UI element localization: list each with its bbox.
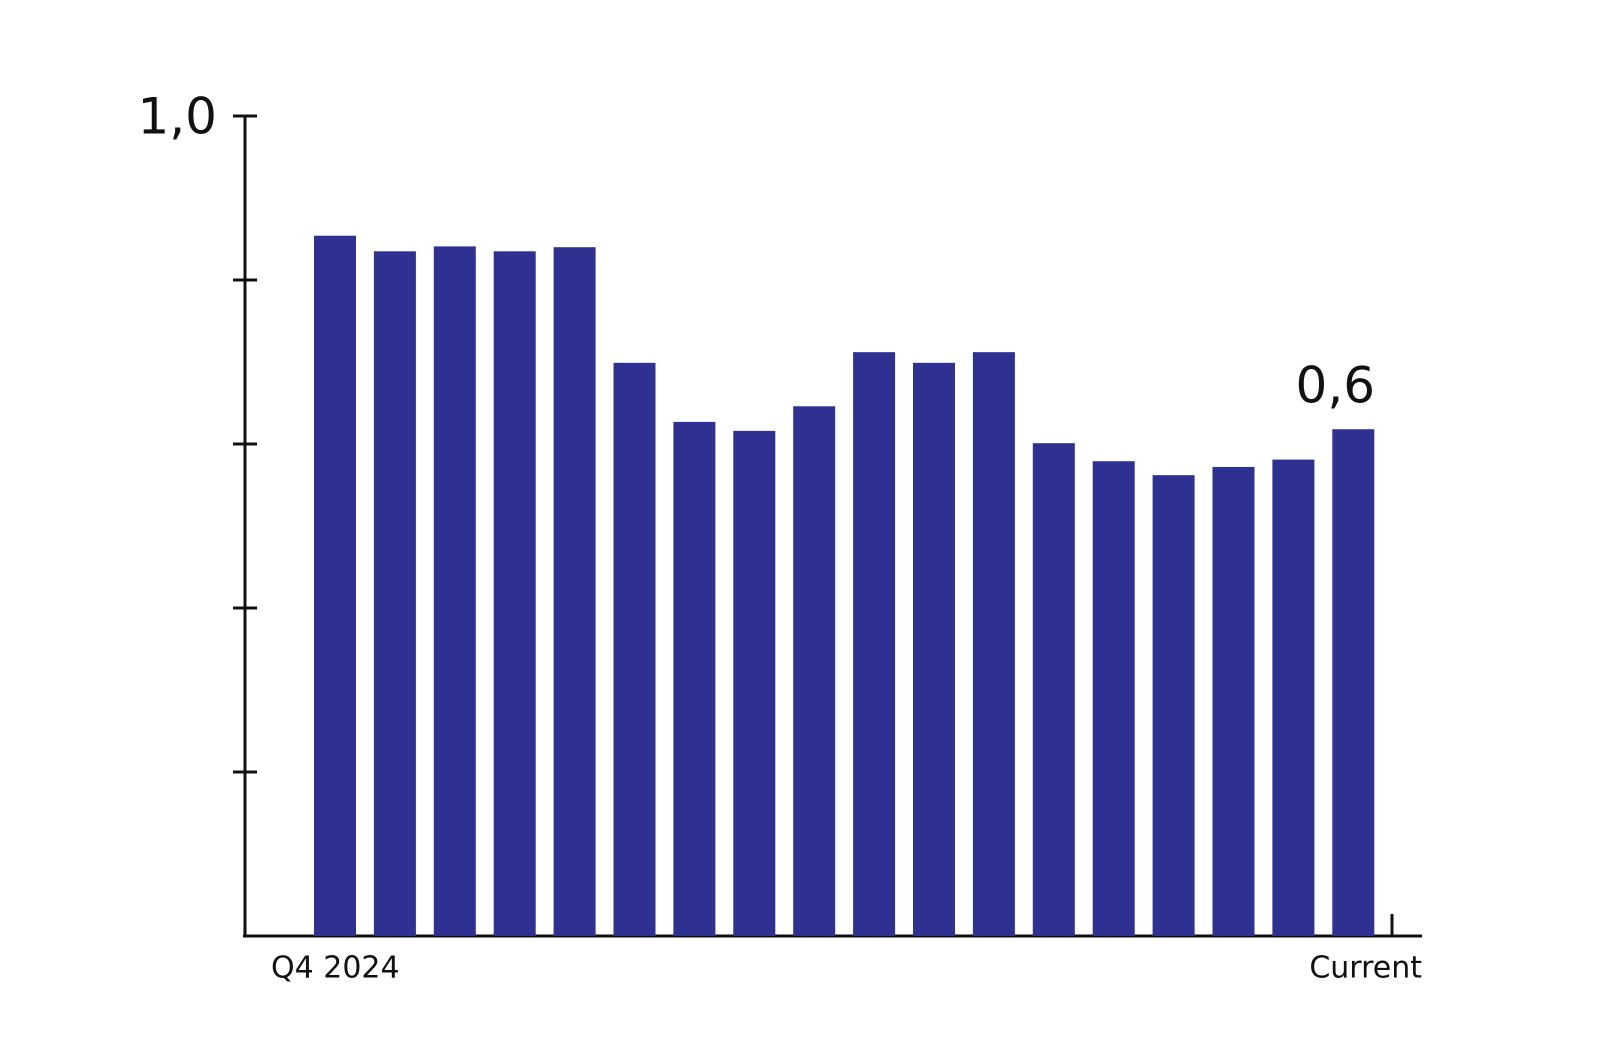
bar: [972, 352, 1015, 936]
bar: [1332, 429, 1375, 936]
x-tick-label: Q4 2024: [271, 951, 400, 986]
bar: [733, 430, 776, 936]
bar: [493, 251, 536, 937]
bar: [433, 246, 476, 936]
bar: [613, 362, 656, 936]
bar: [793, 406, 836, 936]
bar: [314, 235, 356, 937]
x-tick-label: Current: [1309, 951, 1422, 986]
bar: [553, 247, 596, 936]
bar: [913, 362, 955, 936]
bar: [1212, 466, 1255, 936]
bar: [1152, 475, 1195, 936]
value-label: 0,6: [1296, 357, 1376, 415]
bar: [1092, 461, 1135, 936]
bar: [853, 352, 896, 936]
bar: [1032, 443, 1075, 936]
y-tick-label: 1,0: [137, 88, 217, 146]
bar: [1272, 459, 1315, 936]
bar: [673, 421, 716, 936]
bar: [373, 251, 416, 937]
